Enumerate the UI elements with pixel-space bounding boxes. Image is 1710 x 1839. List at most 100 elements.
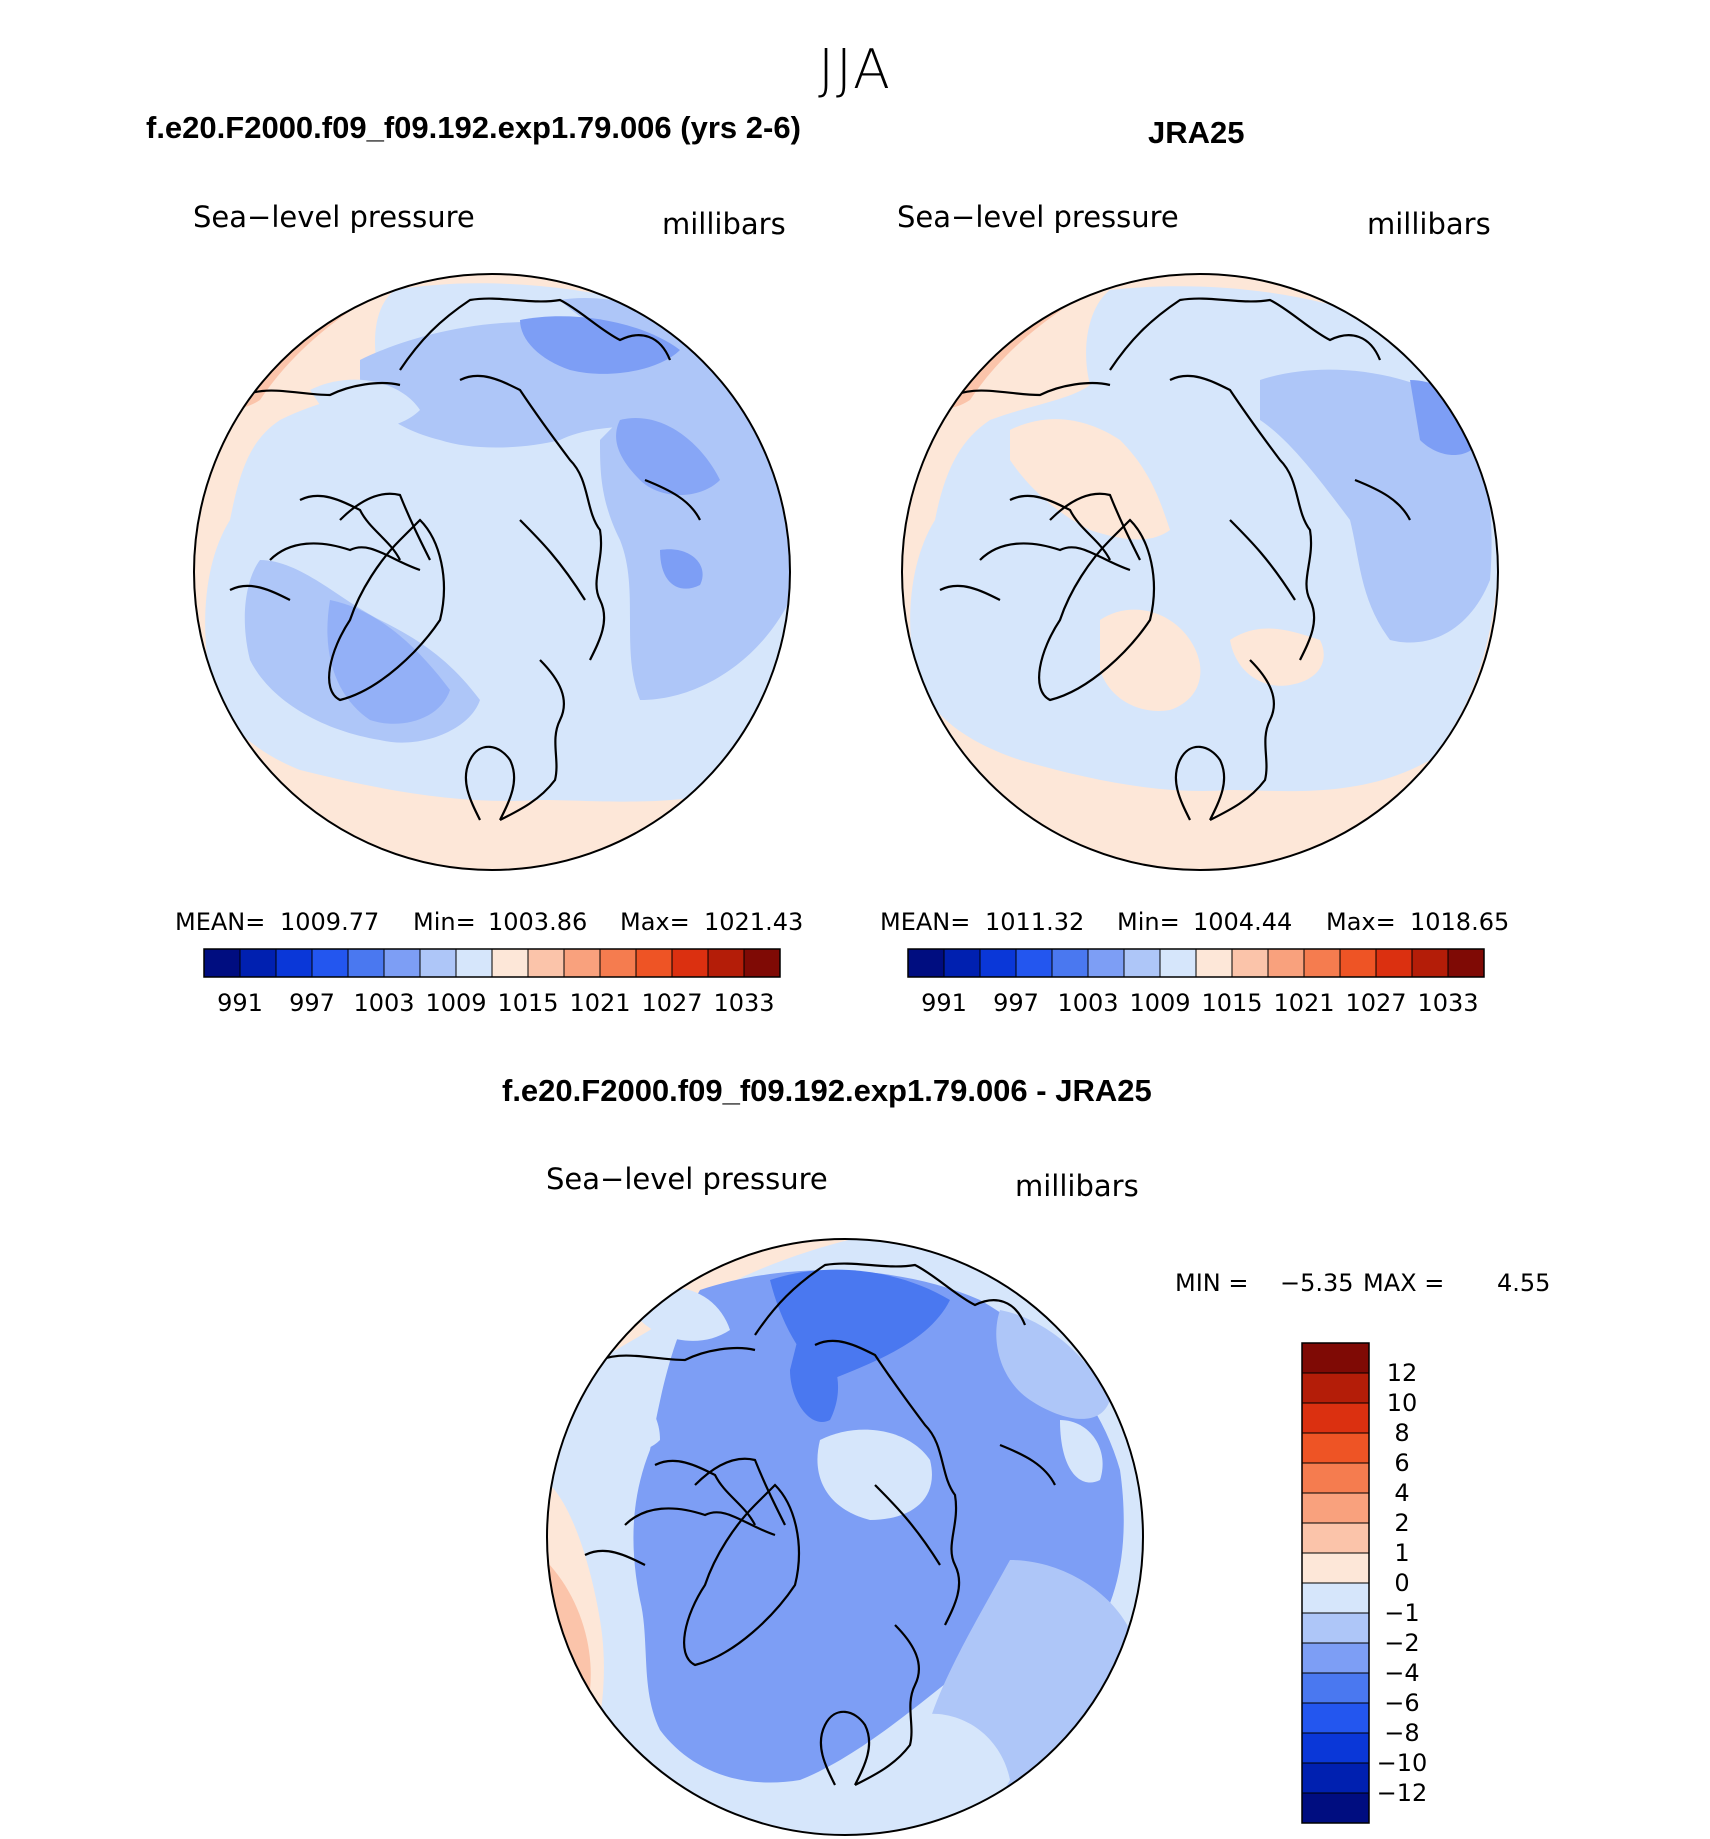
colorbar-model-cell — [635, 948, 673, 978]
colorbar-difference-cell — [1301, 1462, 1370, 1494]
colorbar-model-cell — [419, 948, 457, 978]
colorbar-jra25-cell — [1195, 948, 1233, 978]
colorbar-model-cell — [563, 948, 601, 978]
colorbar-difference-cell — [1301, 1762, 1370, 1794]
colorbar-model-tick-label: 1027 — [641, 989, 702, 1017]
colorbar-jra25-cell — [1375, 948, 1413, 978]
panel1-min-label: Min= — [413, 908, 476, 936]
colorbar-difference-tick-label: 8 — [1394, 1419, 1409, 1447]
colorbar-jra25-cell — [1051, 948, 1089, 978]
colorbar-jra25-cell — [1339, 948, 1377, 978]
colorbar-model: 991 997 1003 1009 1015 1021 1027 1033 — [203, 948, 781, 1017]
colorbar-jra25-cell — [1303, 948, 1341, 978]
colorbar-difference-cell — [1301, 1792, 1370, 1824]
panel3-variable-label: Sea−level pressure — [546, 1162, 828, 1196]
colorbar-model-cell — [671, 948, 709, 978]
colorbar-jra25-tick-label: 1015 — [1201, 989, 1262, 1017]
panel1-mean-value: 1009.77 — [280, 908, 380, 936]
colorbar-model-cell — [491, 948, 529, 978]
panel1-variable-label: Sea−level pressure — [193, 200, 475, 234]
panel3-max-value: 4.55 — [1497, 1269, 1551, 1297]
panel3-title: f.e20.F2000.f09_f09.192.exp1.79.006 - JR… — [502, 1073, 1152, 1108]
colorbar-difference-frame — [1301, 1342, 1370, 1824]
colorbar-difference-cell — [1301, 1582, 1370, 1614]
panel2-units-label: millibars — [1367, 207, 1491, 241]
panel1-units-label: millibars — [662, 207, 786, 241]
colorbar-jra25-cell — [1447, 948, 1485, 978]
colorbar-difference-cell — [1301, 1522, 1370, 1554]
panel2-title: JRA25 — [1148, 115, 1245, 150]
colorbar-jra25-tick-label: 997 — [993, 989, 1039, 1017]
colorbar-difference-cell — [1301, 1702, 1370, 1734]
panel3-max-label: MAX = — [1363, 1269, 1445, 1297]
colorbar-difference-cell — [1301, 1432, 1370, 1464]
colorbar-jra25-cell — [1231, 948, 1269, 978]
colorbar-difference-cell — [1301, 1642, 1370, 1674]
colorbar-model-tick-label: 1033 — [713, 989, 774, 1017]
colorbar-difference-cell — [1301, 1732, 1370, 1764]
colorbar-model-frame — [203, 948, 781, 978]
colorbar-jra25-cell — [943, 948, 981, 978]
colorbar-difference-cell — [1301, 1552, 1370, 1584]
colorbar-difference-cell — [1301, 1612, 1370, 1644]
panel2-mean-value: 1011.32 — [985, 908, 1085, 936]
colorbar-model-cell — [743, 948, 781, 978]
panel2-mean-label: MEAN= — [880, 908, 971, 936]
map-difference-border — [546, 1238, 1144, 1836]
colorbar-difference-tick-label: −4 — [1384, 1659, 1419, 1687]
panel2-max-value: 1018.65 — [1410, 908, 1510, 936]
colorbar-jra25-cell — [1087, 948, 1125, 978]
colorbar-model-cell — [707, 948, 745, 978]
map-jra25-border — [901, 273, 1499, 871]
colorbar-difference-cell — [1301, 1402, 1370, 1434]
colorbar-jra25-tick-label: 991 — [921, 989, 967, 1017]
colorbar-difference-tick-label: 12 — [1387, 1359, 1418, 1387]
colorbar-difference-tick-label: −12 — [1377, 1779, 1428, 1807]
colorbar-difference-tick-label: 4 — [1394, 1479, 1409, 1507]
colorbar-jra25-cell — [979, 948, 1017, 978]
colorbar-jra25-cell — [907, 948, 945, 978]
colorbar-jra25-tick-label: 1021 — [1273, 989, 1334, 1017]
colorbar-jra25-cell — [1267, 948, 1305, 978]
colorbar-jra25-tick-label: 1009 — [1129, 989, 1190, 1017]
colorbar-jra25-tick-label: 1033 — [1417, 989, 1478, 1017]
colorbar-jra25-cell — [1123, 948, 1161, 978]
colorbar-difference-tick-label: −10 — [1377, 1749, 1428, 1777]
panel2-min-label: Min= — [1117, 908, 1180, 936]
map-model-border — [193, 273, 791, 871]
colorbar-jra25-tick-label: 1003 — [1057, 989, 1118, 1017]
colorbar-model-cell — [527, 948, 565, 978]
panel2-max-label: Max= — [1326, 908, 1396, 936]
colorbar-jra25-frame — [907, 948, 1485, 978]
season-title: JJA — [818, 38, 892, 101]
colorbar-model-tick-label: 1021 — [569, 989, 630, 1017]
map-difference — [546, 1238, 1144, 1836]
colorbar-jra25-cell — [1015, 948, 1053, 978]
colorbar-difference-cell — [1301, 1372, 1370, 1404]
colorbar-jra25-cell — [1159, 948, 1197, 978]
colorbar-model-cell — [311, 948, 349, 978]
colorbar-difference-cell — [1301, 1492, 1370, 1524]
colorbar-jra25: 991 997 1003 1009 1015 1021 1027 1033 — [907, 948, 1485, 1017]
colorbar-difference-tick-label: 1 — [1394, 1539, 1409, 1567]
colorbar-difference-tick-label: −8 — [1384, 1719, 1419, 1747]
panel3-min-label: MIN = — [1175, 1269, 1249, 1297]
colorbar-difference-tick-label: −2 — [1384, 1629, 1419, 1657]
panel1-mean-label: MEAN= — [175, 908, 266, 936]
colorbar-model-cell — [599, 948, 637, 978]
map-jra25 — [901, 273, 1499, 871]
panel2-variable-label: Sea−level pressure — [897, 200, 1179, 234]
panel1-title: f.e20.F2000.f09_f09.192.exp1.79.006 (yrs… — [146, 110, 801, 145]
colorbar-model-tick-label: 1009 — [425, 989, 486, 1017]
panel1-max-value: 1021.43 — [704, 908, 804, 936]
colorbar-difference-cell — [1301, 1672, 1370, 1704]
colorbar-model-tick-label: 997 — [289, 989, 335, 1017]
colorbar-model-cell — [275, 948, 313, 978]
colorbar-model-cell — [203, 948, 241, 978]
colorbar-difference-tick-label: 0 — [1394, 1569, 1409, 1597]
panel1-min-value: 1003.86 — [488, 908, 588, 936]
colorbar-model-tick-label: 1003 — [353, 989, 414, 1017]
panel1-max-label: Max= — [620, 908, 690, 936]
colorbar-difference-tick-label: 6 — [1394, 1449, 1409, 1477]
